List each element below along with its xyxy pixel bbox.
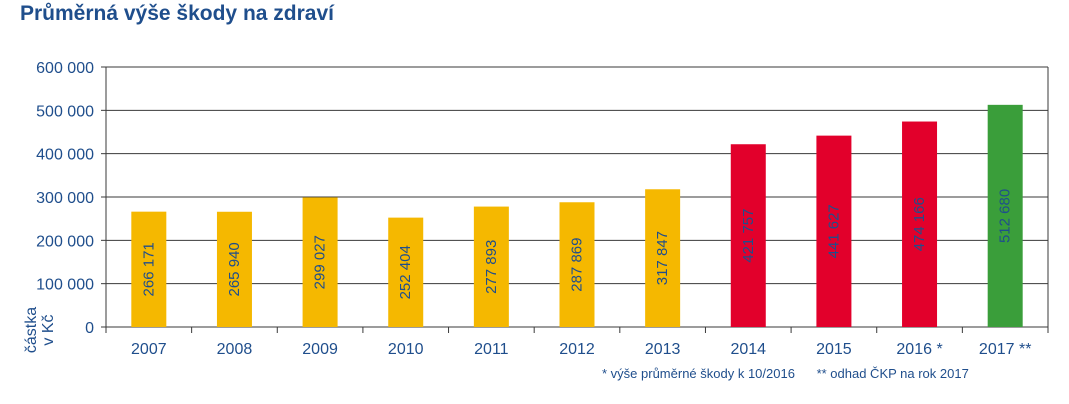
y-tick-label: 400 000 (36, 147, 94, 164)
x-tick-label: 2013 (645, 341, 681, 358)
x-tick-label: 2009 (302, 341, 338, 358)
chart-title: Průměrná výše škody na zdraví (20, 2, 334, 25)
bar (559, 202, 595, 327)
data-label: 474 166 (911, 197, 928, 251)
y-tick-label: 200 000 (36, 233, 94, 250)
bar (131, 211, 167, 327)
bar (216, 211, 252, 327)
data-label: 441 627 (825, 204, 842, 258)
data-label: 421 757 (740, 209, 757, 263)
data-label: 317 847 (654, 231, 671, 285)
bar (473, 206, 509, 327)
bars: 266 171 265 940 299 027 252 404 277 893 287 8… (131, 104, 1023, 327)
footnotes: * výše průměrné škody k 10/2016 ** odhad… (602, 366, 969, 381)
y-tick-label: 0 (85, 320, 94, 337)
x-tick-label: 2008 (217, 341, 253, 358)
y-axis-label-line: v Kč (40, 314, 57, 345)
x-tick-label: 2016 * (896, 341, 942, 358)
y-tick-label: 100 000 (36, 277, 94, 294)
bar (730, 144, 766, 327)
y-tick-label: 500 000 (36, 103, 94, 120)
bar (645, 189, 681, 327)
bar (302, 197, 338, 327)
data-label: 265 940 (226, 242, 243, 296)
bar (902, 121, 938, 327)
bar (388, 217, 424, 327)
data-label: 252 404 (397, 245, 414, 299)
x-tick-label: 2007 (131, 341, 167, 358)
x-axis-labels: 2007 2008 2009 2010 2011 2012 2013 2014 2015 2016… (131, 341, 1031, 358)
data-label: 277 893 (483, 240, 500, 294)
data-label: 287 869 (569, 238, 586, 292)
x-tick-label: 2015 (816, 341, 852, 358)
x-tick-label: 2017 ** (979, 341, 1032, 358)
x-tick-label: 2012 (559, 341, 595, 358)
x-tick-label: 2011 (474, 341, 509, 358)
x-tick-label: 2014 (730, 341, 766, 358)
data-label: 299 027 (312, 235, 329, 289)
bar (987, 104, 1023, 327)
footnote-2016: * výše průměrné škody k 10/2016 (602, 366, 795, 381)
footnote-2017: ** odhad ČKP na rok 2017 (816, 366, 969, 381)
y-axis-ticks: 0 100 000 200 000 300 000 400 000 500 000 600 … (36, 60, 106, 337)
bar (816, 135, 852, 327)
y-tick-label: 300 000 (36, 190, 94, 207)
y-axis-label-line: částka (23, 307, 40, 353)
data-label: 512 680 (997, 189, 1014, 243)
y-tick-label: 600 000 (36, 60, 94, 77)
x-tick-label: 2010 (388, 341, 424, 358)
data-label: 266 171 (140, 242, 157, 296)
y-axis-label: částka v Kč (23, 307, 57, 353)
